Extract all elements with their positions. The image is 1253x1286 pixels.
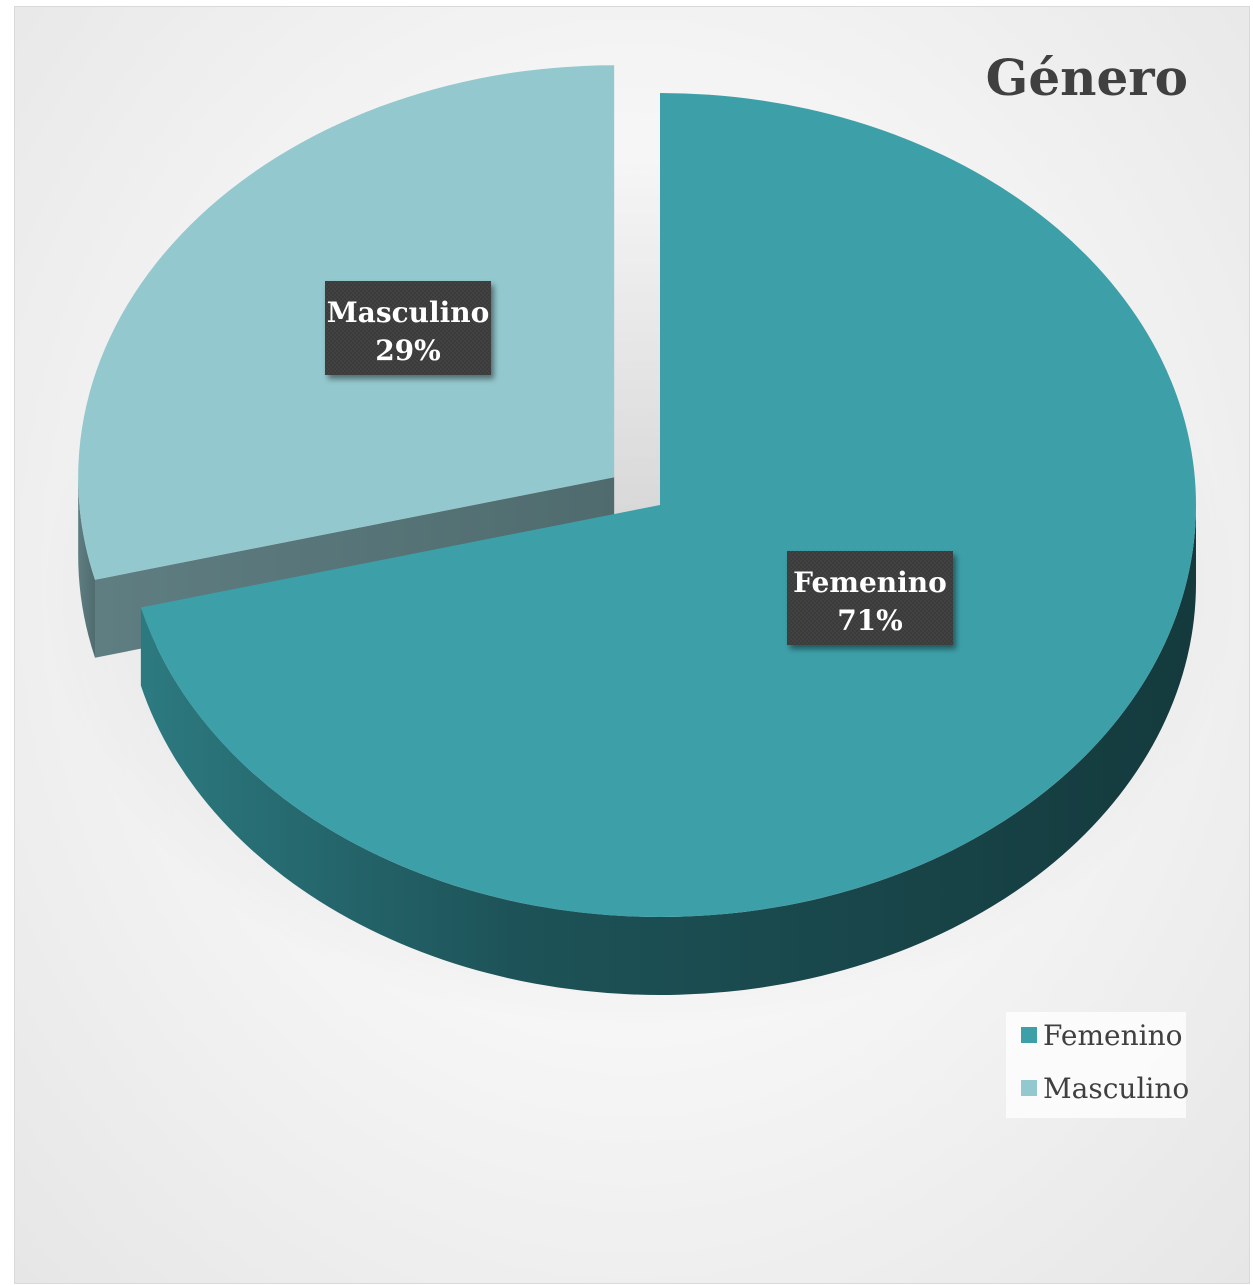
- pie-side-femenino: [140, 505, 1196, 995]
- data-label-box-femenino: [787, 551, 953, 645]
- pie-slice-femenino: [140, 93, 1196, 995]
- legend-entry-masculino: Masculino: [1021, 1072, 1189, 1105]
- pie-side-masculino: [78, 477, 96, 658]
- data-label-box-masculino: [325, 281, 491, 375]
- legend-label-femenino: Femenino: [1043, 1019, 1182, 1052]
- data-label-value-masculino: 29%: [375, 334, 441, 367]
- data-label-value-femenino: 71%: [837, 604, 903, 637]
- data-label-femenino: Femenino 71%: [787, 551, 953, 645]
- legend-swatch-femenino: [1021, 1027, 1037, 1043]
- data-label-category-masculino: Masculino: [327, 296, 490, 329]
- data-label-category-femenino: Femenino: [793, 566, 947, 599]
- legend-swatch-masculino: [1021, 1080, 1037, 1096]
- data-labels: Femenino 71% Masculino 29%: [325, 281, 953, 645]
- legend-label-masculino: Masculino: [1043, 1072, 1189, 1105]
- pie-top-femenino: [140, 93, 1196, 917]
- chart-title: Género: [986, 48, 1188, 107]
- legend: Femenino Masculino: [1006, 1012, 1189, 1118]
- legend-entry-femenino: Femenino: [1021, 1019, 1182, 1052]
- data-label-masculino: Masculino 29%: [325, 281, 491, 375]
